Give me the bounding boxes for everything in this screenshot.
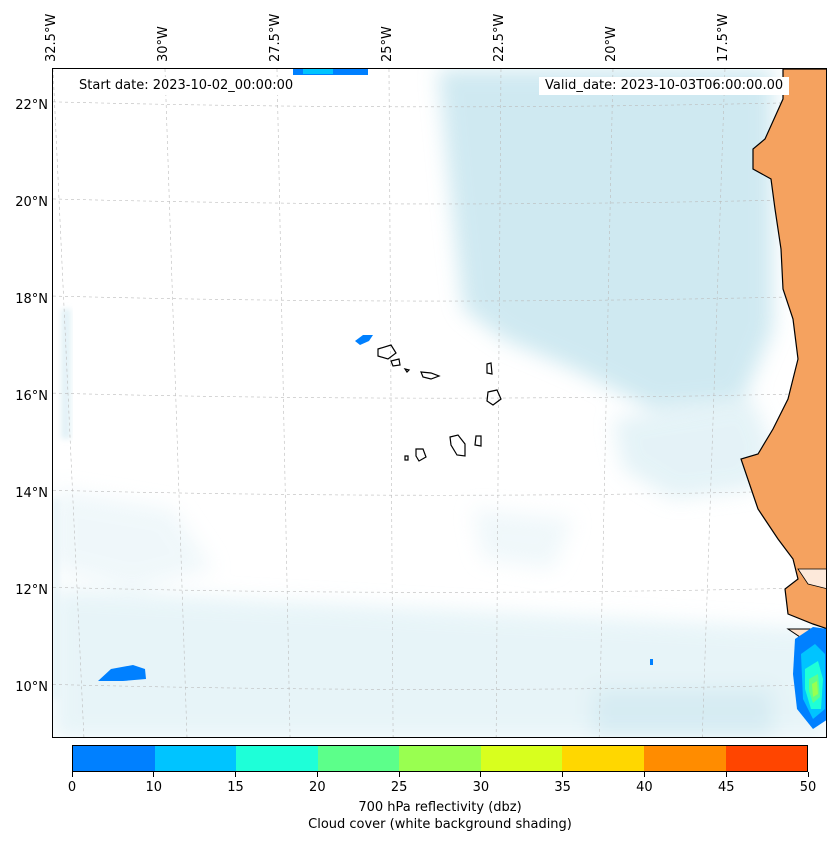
reflectivity-cell-southwest (98, 665, 146, 681)
gridline-lat-3 (53, 392, 826, 399)
island-santa-luzia (403, 368, 411, 373)
gridline-lon-3 (388, 69, 394, 737)
cloud-streak-west (61, 309, 71, 439)
land-mauritania-senegal (740, 69, 826, 629)
colorbar-title: 700 hPa reflectivity (dbz) (358, 800, 522, 815)
colorbar-tick-mark (235, 772, 237, 777)
cloud-mass-east (613, 399, 773, 499)
land-coast-south (797, 568, 826, 589)
latitude-label: 12°N (15, 583, 48, 599)
colorbar-tick-mark (480, 772, 482, 777)
colorbar-tick-mark (398, 772, 400, 777)
colorbar-segment (154, 746, 237, 771)
island-sao-nicolau (420, 371, 441, 380)
colorbar-tick-mark (807, 772, 809, 777)
longitude-label: 20°W (603, 26, 619, 62)
colorbar-tick-mark (562, 772, 564, 777)
reflectivity-cell-point (650, 659, 653, 665)
colorbar-tick-label: 40 (636, 780, 653, 795)
longitude-label: 32.5°W (44, 13, 59, 62)
gridline-lon-4 (495, 69, 502, 737)
colorbar-tick-label: 45 (717, 780, 735, 795)
colorbar-segment (317, 746, 400, 771)
gridline-lon-6 (701, 69, 726, 737)
colorbar-tick-label: 25 (390, 780, 408, 795)
island-sal (486, 362, 493, 375)
longitude-label: 17.5°W (715, 13, 731, 62)
longitude-label: 27.5°W (267, 13, 283, 62)
gridline-lat-0 (53, 101, 826, 108)
colorbar-tick-mark (725, 772, 727, 777)
island-fogo (415, 448, 427, 462)
colorbar-segment (399, 746, 481, 771)
latitude-label: 18°N (15, 292, 48, 308)
island-sao-vicente (390, 358, 401, 367)
colorbar-tick-label: 50 (799, 780, 817, 795)
island-brava (404, 455, 409, 461)
gridline-lon-5 (598, 69, 614, 737)
colorbar-subtitle: Cloud cover (white background shading) (308, 817, 572, 832)
cloud-streak-west-low (53, 499, 59, 699)
colorbar-tick-label: 0 (67, 780, 77, 795)
colorbar-tick-mark (153, 772, 155, 777)
gridline-lat-2 (53, 295, 826, 302)
gridline-lat-6 (53, 684, 826, 690)
cape-verde-islands (377, 344, 502, 462)
reflectivity-cell-guinea (793, 627, 826, 729)
cloud-cover-shading (53, 69, 826, 737)
gridline-lat-1 (53, 198, 826, 205)
longitude-label: 25°W (379, 26, 395, 62)
colorbar-segment (725, 746, 808, 771)
colorbar-segment (562, 746, 644, 771)
colorbar-tick-label: 20 (309, 780, 326, 795)
reflectivity-cell-cape-verde-north (355, 335, 373, 345)
gridline-lat-5 (53, 587, 826, 593)
colorbar-segment (480, 746, 563, 771)
reflectivity-guinea-30dbz (812, 681, 818, 697)
cloud-patch-west (53, 489, 213, 589)
colorbar-tick-mark (316, 772, 318, 777)
cloud-patch-center (473, 509, 573, 569)
gridline-lon-2 (276, 69, 291, 737)
cloud-mass-northeast (438, 69, 773, 409)
reflectivity-cells (98, 69, 826, 729)
cloud-cover-streaks (53, 309, 71, 699)
island-santiago (449, 434, 466, 457)
colorbar (72, 745, 808, 772)
colorbar-tick-label: 10 (145, 780, 163, 795)
reflectivity-cell-top-edge-inner (303, 69, 333, 74)
latitude-label: 22°N (15, 97, 48, 113)
map-panel (52, 68, 827, 738)
cloud-patch-southeast (593, 689, 773, 737)
start-date-label: Start date: 2023-10-02_00:00:00 (73, 77, 300, 95)
colorbar-tick-label: 35 (554, 780, 571, 795)
colorbar-tick-mark (643, 772, 645, 777)
latitude-label: 20°N (15, 194, 48, 210)
colorbar-tick-label: 30 (472, 780, 490, 795)
colorbar-tick-label: 15 (227, 780, 244, 795)
gridline-lat-4 (53, 489, 826, 496)
valid-date-label: Valid_date: 2023-10-03T06:00:00.00 (539, 77, 790, 95)
colorbar-segment (236, 746, 318, 771)
island-maio (474, 435, 482, 447)
colorbar-segment (73, 746, 155, 771)
colorbar-tick-mark (71, 772, 73, 777)
longitude-label: 22.5°W (491, 13, 507, 62)
gridline-lon-1 (164, 69, 188, 737)
island-santo-antao (377, 344, 397, 360)
map-canvas (53, 69, 826, 737)
longitude-label: 30°W (155, 26, 171, 62)
latitude-label: 16°N (15, 389, 48, 405)
latitude-label: 14°N (15, 486, 48, 502)
island-boa-vista (486, 389, 502, 406)
latitude-label: 10°N (15, 680, 48, 696)
graticule (53, 69, 826, 737)
colorbar-segment (643, 746, 726, 771)
gridline-lon-0 (53, 69, 85, 737)
